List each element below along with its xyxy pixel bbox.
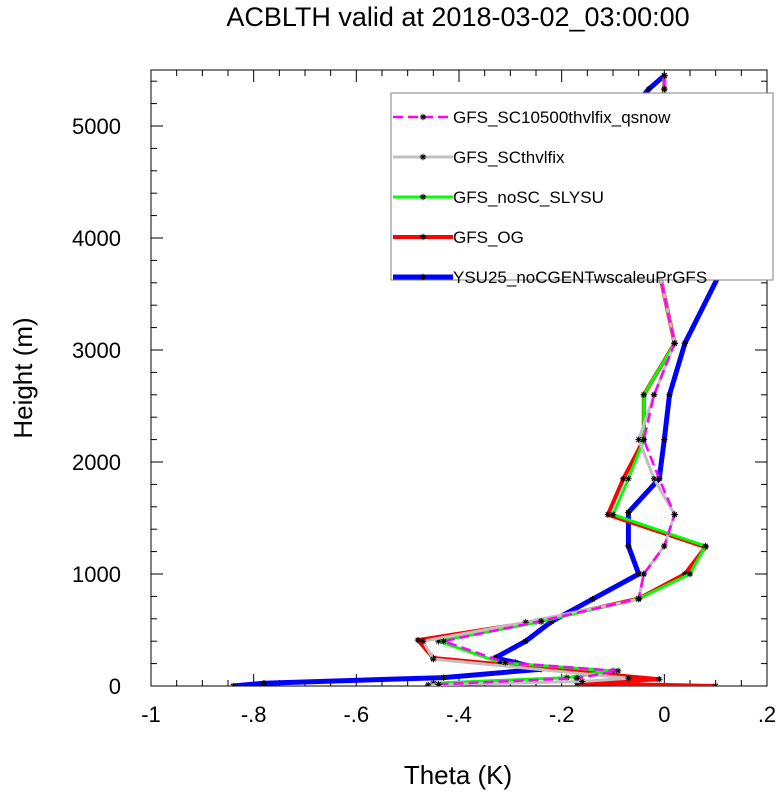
legend-box: [390, 92, 774, 281]
legend-marker: [419, 193, 427, 201]
data-point: [625, 475, 632, 482]
y-tick-label: 4000: [72, 226, 121, 251]
data-point: [260, 680, 268, 686]
data-point: [640, 570, 647, 578]
y-axis-label: Height (m): [8, 317, 38, 438]
legend-label: GFS_noSC_SLYSU: [453, 188, 604, 207]
data-point: [440, 674, 447, 681]
y-tick-label: 0: [109, 674, 121, 699]
legend-marker: [419, 273, 427, 281]
data-point: [656, 676, 663, 683]
data-point: [579, 678, 586, 685]
data-point: [661, 542, 668, 550]
y-tick-label: 5000: [72, 114, 121, 139]
x-tick-label: -.8: [241, 702, 267, 727]
data-point: [414, 636, 422, 644]
axis-ticks: -1 -.8 -.6 -.4 -.2 0 .2 0 1000 2000 3000 4000 5000: [72, 70, 776, 727]
legend-item: GFS_noSC_SLYSU: [393, 188, 604, 207]
data-point: [537, 617, 545, 625]
legend: GFS_SC10500thvlfix_qsnow GFS_SCthvlfix GFS…: [390, 92, 774, 287]
data-point: [702, 542, 709, 550]
legend-label: YSU25_noCGENTwscaleuPrGFS: [453, 268, 707, 287]
data-point: [686, 570, 694, 578]
y-tick-label: 3000: [72, 338, 121, 363]
data-point: [640, 391, 647, 398]
data-point: [661, 85, 668, 93]
data-point: [671, 511, 678, 518]
data-point: [661, 72, 668, 79]
x-tick-label: -1: [141, 702, 161, 727]
legend-item: YSU25_noCGENTwscaleuPrGFS: [393, 268, 707, 287]
x-axis-label: Theta (K): [404, 760, 512, 790]
data-point: [671, 340, 678, 347]
y-tick-label: 2000: [72, 450, 121, 475]
data-point: [650, 391, 658, 398]
data-point: [666, 391, 673, 398]
data-point: [430, 655, 437, 663]
data-point: [522, 638, 529, 645]
data-point: [656, 475, 663, 482]
data-point: [425, 681, 432, 686]
data-point: [681, 340, 689, 347]
data-point: [229, 682, 237, 686]
data-point: [573, 674, 581, 682]
data-point: [640, 436, 647, 443]
data-point: [635, 570, 642, 578]
data-point: [712, 682, 719, 686]
data-point: [435, 681, 442, 686]
legend-label: GFS_SC10500thvlfix_qsnow: [453, 108, 671, 127]
data-point: [645, 85, 653, 93]
data-point: [589, 596, 596, 603]
legend-marker: [419, 113, 427, 121]
y-tick-label: 1000: [72, 562, 121, 587]
legend-item: GFS_OG: [393, 228, 524, 247]
data-point: [625, 542, 632, 550]
x-tick-label: .2: [758, 702, 776, 727]
data-point: [661, 436, 668, 443]
legend-item: GFS_SCthvlfix: [393, 148, 565, 167]
chart-title: ACBLTH valid at 2018-03-02_03:00:00: [226, 2, 689, 32]
data-point: [635, 595, 642, 602]
legend-label: GFS_SCthvlfix: [453, 148, 565, 167]
x-tick-label: 0: [658, 702, 670, 727]
legend-item: GFS_SC10500thvlfix_qsnow: [393, 108, 671, 127]
legend-marker: [419, 233, 427, 241]
data-point: [625, 509, 632, 516]
legend-marker: [419, 153, 427, 161]
data-point: [625, 674, 632, 682]
x-tick-label: -.6: [343, 702, 369, 727]
data-point: [635, 436, 642, 443]
x-tick-label: -.4: [446, 702, 472, 727]
legend-label: GFS_OG: [453, 228, 524, 247]
data-point: [609, 511, 617, 518]
x-tick-label: -.2: [549, 702, 575, 727]
data-point: [440, 638, 447, 645]
data-point: [419, 638, 427, 645]
data-point: [614, 667, 622, 675]
data-point: [502, 659, 509, 666]
